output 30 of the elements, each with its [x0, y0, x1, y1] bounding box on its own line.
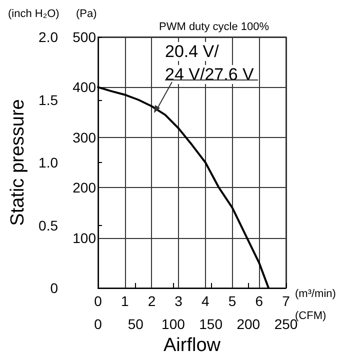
x-tick-label: 2 [148, 293, 156, 309]
y2-tick-label: 2.0 [38, 29, 58, 45]
x-tick-label: 0 [94, 293, 102, 309]
y2-tick-label: 1.0 [38, 154, 58, 170]
x2-tick-label: 0 [94, 316, 102, 332]
y-tick-label: 500 [72, 29, 96, 45]
x2-tick-label: 150 [199, 316, 223, 332]
y-tick-label: 200 [72, 180, 96, 196]
y-tick-label: 100 [72, 230, 96, 246]
text: (inch H₂O) [8, 8, 60, 20]
text: (m³/min) [295, 288, 336, 300]
x-tick-label: 3 [174, 293, 183, 309]
text: PWM duty cycle 100% [159, 21, 270, 33]
text: (CFM) [295, 310, 326, 322]
x-tick-label: 5 [228, 293, 236, 309]
x-tick-label: 1 [120, 293, 129, 309]
x-tick-label: 6 [255, 293, 264, 309]
y2-tick-label: 0 [50, 280, 58, 296]
text: (Pa) [76, 8, 97, 20]
x-tick-label: 4 [202, 293, 210, 309]
x2-tick-label: 200 [236, 316, 260, 332]
x2-tick-label: 50 [128, 316, 144, 332]
x-axis-title: Airflow [163, 335, 221, 356]
y2-tick-label: 0.5 [38, 217, 58, 234]
y2-axis-title: Static pressure [8, 99, 29, 226]
y-tick-label: 300 [72, 129, 96, 146]
y-tick-label: 400 [72, 79, 96, 96]
x2-tick-label: 100 [162, 316, 186, 332]
x-tick-label: 7 [282, 293, 290, 309]
y2-tick-label: 1.5 [38, 92, 58, 108]
